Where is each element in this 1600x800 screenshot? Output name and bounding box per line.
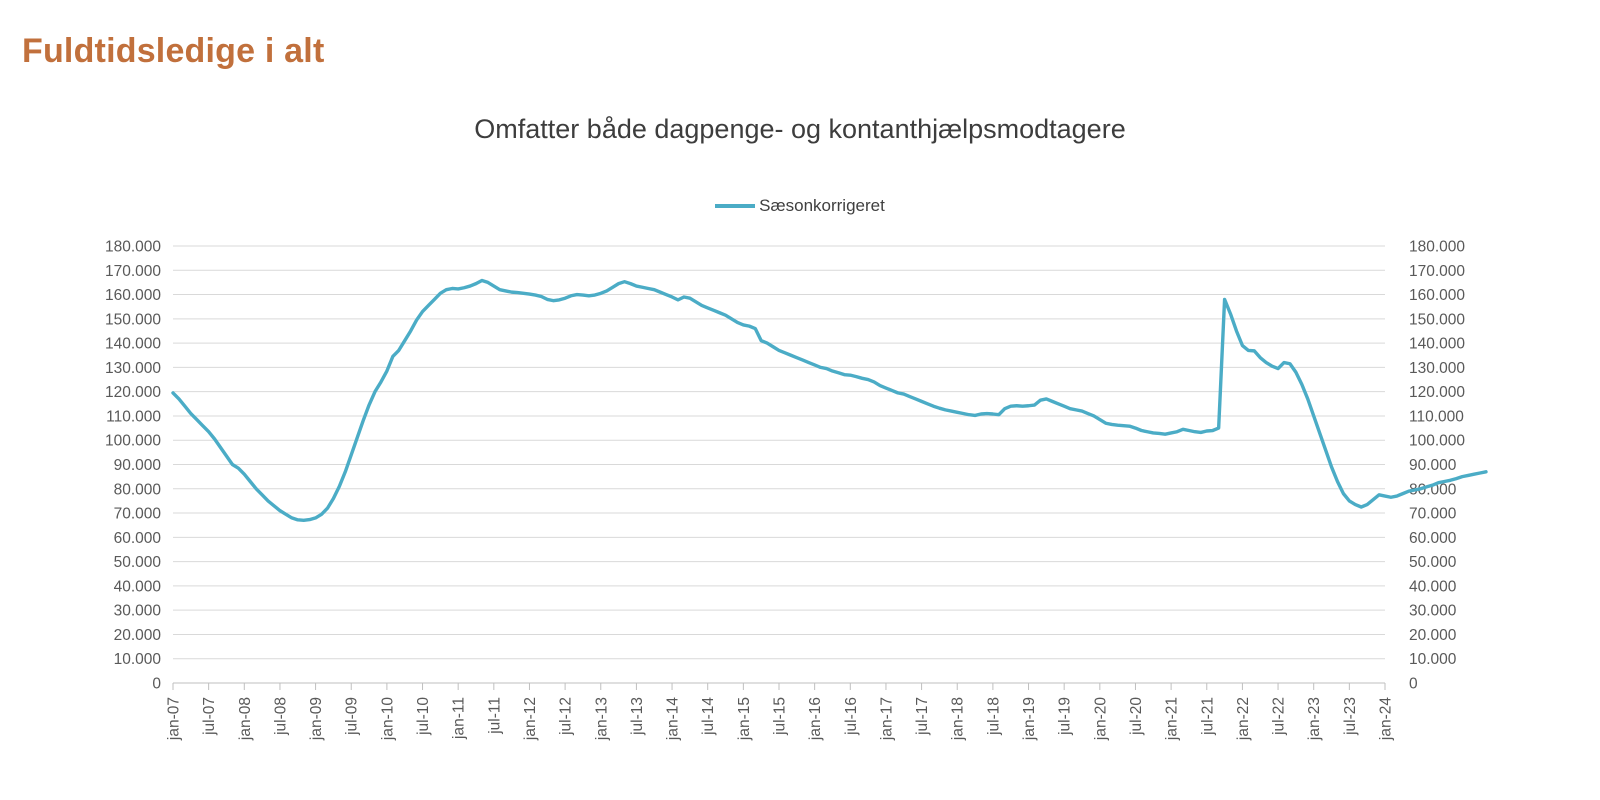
x-tick-label: jul-16 xyxy=(843,697,860,736)
x-tick-label: jan-09 xyxy=(308,697,325,741)
x-tick-label: jul-22 xyxy=(1271,697,1288,736)
gridlines xyxy=(173,245,1385,684)
legend-line-swatch xyxy=(715,204,756,208)
y-tick-label-right: 20.000 xyxy=(1409,627,1457,644)
x-tick-label: jul-08 xyxy=(272,697,289,736)
y-tick-label-right: 90.000 xyxy=(1409,457,1457,474)
y-tick-label-right: 130.000 xyxy=(1409,360,1465,377)
x-tick-label: jan-19 xyxy=(1021,697,1038,741)
chart-legend: Sæsonkorrigeret xyxy=(0,196,1600,216)
y-tick-label: 150.000 xyxy=(105,311,161,328)
x-tick-label: jul-19 xyxy=(1057,697,1074,736)
x-tick-label: jul-23 xyxy=(1342,697,1359,736)
x-tick-label: jan-18 xyxy=(950,697,967,741)
x-tick-label: jul-10 xyxy=(415,697,432,736)
y-tick-label-right: 170.000 xyxy=(1409,263,1465,280)
y-tick-label-right: 180.000 xyxy=(1409,239,1465,256)
x-axis xyxy=(172,683,1386,690)
x-tick-label: jan-16 xyxy=(807,697,824,741)
y-tick-label: 170.000 xyxy=(105,263,161,280)
y-tick-label-right: 10.000 xyxy=(1409,651,1457,668)
x-tick-label: jan-20 xyxy=(1092,697,1109,741)
y-tick-label-right: 150.000 xyxy=(1409,311,1465,328)
x-tick-label: jan-24 xyxy=(1378,697,1395,741)
y-tick-label-right: 100.000 xyxy=(1409,433,1465,450)
x-tick-label: jul-18 xyxy=(985,697,1002,736)
x-tick-label: jul-14 xyxy=(700,697,717,736)
y-tick-label: 140.000 xyxy=(105,336,161,353)
x-tick-label: jan-22 xyxy=(1235,697,1252,741)
y-tick-label: 40.000 xyxy=(114,578,162,595)
y-tick-label: 50.000 xyxy=(114,554,162,571)
y-axis-right-labels: 180.000 170.000 160.000 150.000 140.000 130.0… xyxy=(1409,239,1465,693)
y-tick-label-right: 160.000 xyxy=(1409,287,1465,304)
x-tick-label: jul-15 xyxy=(772,697,789,736)
y-tick-label: 20.000 xyxy=(114,627,162,644)
y-tick-label-right: 110.000 xyxy=(1409,408,1464,425)
chart-subtitle: Omfatter både dagpenge- og kontanthjælps… xyxy=(474,114,1126,144)
x-tick-label: jul-11 xyxy=(486,697,503,735)
page-title: Fuldtidsledige i alt xyxy=(22,32,325,70)
y-tick-label-right: 50.000 xyxy=(1409,554,1457,571)
y-tick-label: 130.000 xyxy=(105,360,161,377)
y-tick-label-right: 140.000 xyxy=(1409,336,1465,353)
x-tick-label: jan-14 xyxy=(665,697,682,741)
x-tick-label: jan-13 xyxy=(593,697,610,741)
y-tick-label: 180.000 xyxy=(105,239,161,256)
x-tick-label: jul-13 xyxy=(629,697,646,736)
y-tick-label-right: 120.000 xyxy=(1409,384,1465,401)
y-tick-label: 80.000 xyxy=(114,481,162,498)
x-tick-label: jan-12 xyxy=(522,697,539,741)
x-tick-label: jul-12 xyxy=(558,697,575,736)
y-tick-label-right: 70.000 xyxy=(1409,506,1457,523)
x-tick-label: jan-15 xyxy=(736,697,753,741)
y-tick-label-right: 30.000 xyxy=(1409,603,1457,620)
x-tick-label: jan-08 xyxy=(237,697,254,741)
y-tick-label: 0 xyxy=(152,676,161,693)
x-tick-label: jul-17 xyxy=(914,697,931,736)
y-tick-label: 120.000 xyxy=(105,384,161,401)
x-tick-label: jul-20 xyxy=(1128,697,1145,736)
y-tick-label-right: 60.000 xyxy=(1409,530,1457,547)
y-tick-label: 10.000 xyxy=(114,651,162,668)
y-axis-left-labels: 180.000 170.000 160.000 150.000 140.000 130.0… xyxy=(105,239,161,693)
x-tick-label: jul-09 xyxy=(344,697,361,736)
y-tick-label: 100.000 xyxy=(105,433,161,450)
y-tick-label: 90.000 xyxy=(114,457,162,474)
x-tick-label: jan-10 xyxy=(379,697,396,741)
legend-item-label: Sæsonkorrigeret xyxy=(759,196,885,215)
y-tick-label-right: 80.000 xyxy=(1409,481,1457,498)
y-tick-label: 70.000 xyxy=(114,506,162,523)
x-tick-label: jan-07 xyxy=(166,697,183,741)
x-tick-label: jul-07 xyxy=(201,697,218,736)
x-tick-label: jan-11 xyxy=(451,697,468,740)
x-tick-label: jan-21 xyxy=(1164,697,1181,741)
x-tick-label: jan-17 xyxy=(878,697,895,741)
y-tick-label: 160.000 xyxy=(105,287,161,304)
x-axis-labels: jan-07 jul-07 jan-08 jul-08 jan-09 jul-09 jan-… xyxy=(166,697,1395,741)
y-tick-label: 30.000 xyxy=(114,603,162,620)
y-tick-label: 110.000 xyxy=(106,408,161,425)
x-tick-label: jul-21 xyxy=(1199,697,1216,736)
y-tick-label-right: 0 xyxy=(1409,676,1418,693)
series-line-saesonkorrigeret xyxy=(171,278,1488,523)
y-tick-label: 60.000 xyxy=(114,530,162,547)
y-tick-label-right: 40.000 xyxy=(1409,578,1457,595)
x-tick-label: jan-23 xyxy=(1306,697,1323,741)
